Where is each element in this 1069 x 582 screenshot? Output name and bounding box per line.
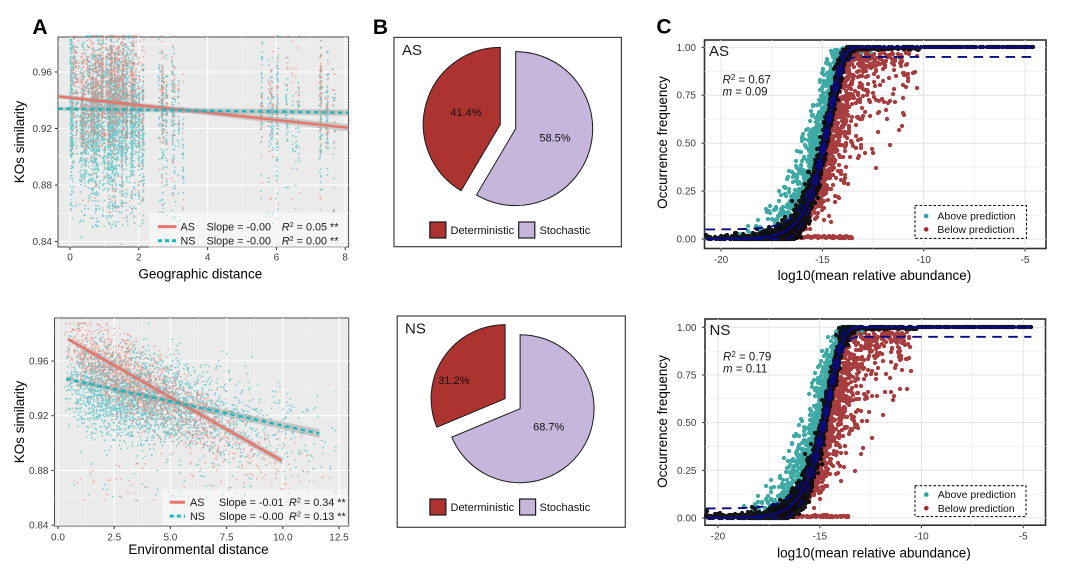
svg-text:1.00: 1.00: [677, 43, 697, 54]
svg-text:Occurrence frequency: Occurrence frequency: [655, 355, 670, 488]
svg-text:Deterministic: Deterministic: [451, 225, 515, 237]
svg-text:R2 = 0.05 **: R2 = 0.05 **: [282, 220, 340, 234]
svg-text:2: 2: [136, 253, 142, 264]
svg-text:log10(mean relative abundance): log10(mean relative abundance): [778, 268, 972, 283]
svg-text:AS: AS: [402, 42, 422, 59]
svg-text:Slope = -0.01: Slope = -0.01: [219, 497, 284, 509]
svg-text:0.88: 0.88: [33, 181, 53, 192]
svg-text:8: 8: [342, 253, 348, 264]
svg-text:6: 6: [274, 253, 280, 264]
svg-text:-10: -10: [916, 255, 931, 266]
svg-text:Stochastic: Stochastic: [540, 225, 591, 237]
svg-text:m = 0.11: m = 0.11: [723, 364, 767, 376]
svg-text:-15: -15: [815, 255, 830, 266]
svg-text:0.84: 0.84: [33, 237, 53, 248]
svg-text:-10: -10: [914, 532, 929, 543]
svg-text:-5: -5: [1021, 255, 1030, 266]
svg-text:Slope = -0.00: Slope = -0.00: [207, 236, 272, 248]
svg-text:Deterministic: Deterministic: [451, 502, 515, 514]
svg-text:-15: -15: [813, 532, 828, 543]
svg-text:m = 0.09: m = 0.09: [723, 87, 768, 99]
svg-text:R2 = 0.34 **: R2 = 0.34 **: [289, 495, 347, 509]
svg-text:10.0: 10.0: [273, 533, 293, 544]
svg-text:R2 = 0.79: R2 = 0.79: [723, 350, 771, 364]
svg-text:0.88: 0.88: [29, 466, 49, 477]
svg-text:68.7%: 68.7%: [533, 422, 564, 434]
svg-text:12.5: 12.5: [329, 533, 349, 544]
svg-text:A: A: [32, 16, 47, 39]
svg-text:Below prediction: Below prediction: [938, 503, 1015, 515]
svg-text:0.96: 0.96: [29, 357, 49, 368]
svg-text:0.92: 0.92: [33, 124, 53, 135]
svg-text:KOs similarity: KOs similarity: [12, 101, 27, 184]
svg-text:5.0: 5.0: [163, 533, 177, 544]
svg-text:0.25: 0.25: [677, 466, 697, 477]
svg-text:AS: AS: [190, 497, 204, 509]
svg-text:B: B: [373, 16, 388, 39]
svg-text:AS: AS: [181, 221, 195, 233]
svg-text:NS: NS: [710, 322, 731, 339]
svg-text:Slope = -0.00: Slope = -0.00: [207, 221, 272, 233]
svg-text:Above prediction: Above prediction: [938, 489, 1016, 501]
svg-text:Below prediction: Below prediction: [937, 224, 1014, 236]
svg-text:-20: -20: [714, 255, 729, 266]
svg-text:1.00: 1.00: [677, 323, 697, 334]
svg-text:-20: -20: [711, 532, 726, 543]
svg-text:R2 = 0.00 **: R2 = 0.00 **: [282, 234, 340, 248]
svg-text:AS: AS: [709, 43, 729, 60]
svg-text:31.2%: 31.2%: [438, 375, 469, 387]
svg-text:0.96: 0.96: [33, 68, 53, 79]
svg-text:Stochastic: Stochastic: [540, 502, 591, 514]
svg-text:-5: -5: [1019, 532, 1028, 543]
svg-text:2.5: 2.5: [107, 533, 121, 544]
svg-text:41.4%: 41.4%: [450, 107, 481, 119]
svg-text:0.84: 0.84: [29, 521, 49, 532]
svg-text:58.5%: 58.5%: [539, 133, 570, 145]
svg-text:0: 0: [67, 253, 73, 264]
svg-text:4: 4: [205, 253, 211, 264]
svg-text:0.25: 0.25: [677, 187, 697, 198]
svg-text:0.50: 0.50: [677, 139, 697, 150]
svg-text:0.75: 0.75: [677, 371, 697, 382]
svg-text:0.50: 0.50: [677, 418, 697, 429]
svg-text:7.5: 7.5: [220, 533, 234, 544]
svg-text:Environmental distance: Environmental distance: [128, 542, 268, 557]
svg-text:R2 = 0.13 **: R2 = 0.13 **: [289, 509, 347, 523]
svg-text:0.00: 0.00: [677, 514, 697, 525]
svg-text:Above prediction: Above prediction: [937, 211, 1015, 223]
svg-text:NS: NS: [181, 236, 196, 248]
svg-text:0.0: 0.0: [51, 533, 65, 544]
svg-text:Slope = -0.00: Slope = -0.00: [219, 511, 284, 523]
svg-text:0.92: 0.92: [29, 411, 49, 422]
svg-text:KOs similarity: KOs similarity: [12, 381, 27, 464]
svg-text:NS: NS: [190, 511, 205, 523]
svg-text:Occurrence frequency: Occurrence frequency: [655, 76, 670, 209]
svg-text:R2 = 0.67: R2 = 0.67: [723, 73, 771, 87]
svg-text:log10(mean relative abundance): log10(mean relative abundance): [777, 546, 971, 561]
svg-text:0.75: 0.75: [677, 91, 697, 102]
svg-text:NS: NS: [405, 321, 426, 338]
svg-text:C: C: [656, 15, 671, 38]
svg-text:Geographic distance: Geographic distance: [138, 267, 262, 282]
svg-text:0.00: 0.00: [677, 235, 697, 246]
